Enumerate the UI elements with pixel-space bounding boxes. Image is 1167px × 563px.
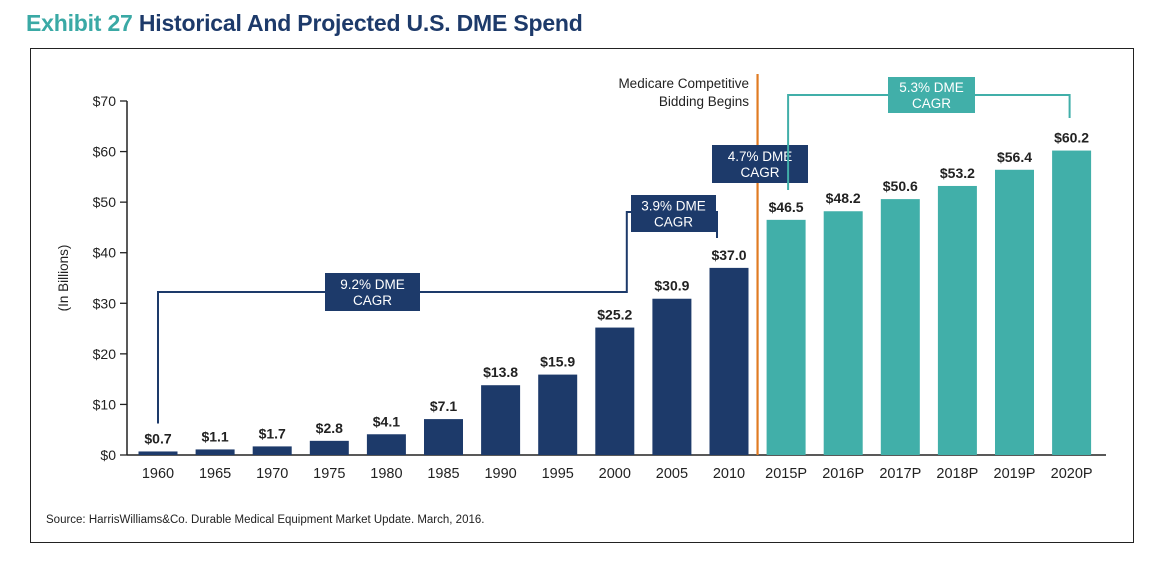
y-tick-label: $50 (93, 194, 117, 210)
x-tick-label: 1990 (484, 466, 516, 482)
y-tick-label: $30 (93, 295, 117, 311)
x-tick-label: 2016P (822, 466, 864, 482)
page-title: Exhibit 27 Historical And Projected U.S.… (26, 10, 583, 37)
bar-1995 (538, 374, 578, 455)
bar-value-label: $30.9 (654, 278, 689, 294)
exhibit-number: Exhibit 27 (26, 10, 133, 36)
x-tick-label: 1965 (199, 466, 231, 482)
bar-2015P (766, 219, 806, 455)
bar-2016P (823, 211, 863, 455)
bar-value-label: $1.7 (259, 425, 286, 441)
chart-frame (30, 48, 1134, 543)
source-note: Source: HarrisWilliams&Co. Durable Medic… (46, 514, 485, 526)
y-tick-label: $0 (100, 447, 116, 463)
bar-2018P (937, 185, 977, 455)
y-tick-label: $40 (93, 245, 117, 261)
x-tick-label: 2019P (994, 466, 1036, 482)
cagr-4-label-line1: 5.3% DME (899, 80, 964, 95)
bar-1990 (481, 385, 521, 455)
cagr-1-label-line2: CAGR (353, 293, 392, 308)
divider-label-line1: Medicare Competitive (618, 76, 749, 91)
bar-value-label: $46.5 (769, 199, 804, 215)
x-tick-label: 1985 (427, 466, 459, 482)
x-tick-label: 2005 (656, 466, 688, 482)
bar-2005 (652, 298, 692, 455)
bar-value-label: $53.2 (940, 165, 975, 181)
bar-value-label: $37.0 (711, 247, 746, 263)
cagr-2-label-line2: CAGR (654, 215, 693, 230)
x-tick-label: 1960 (142, 466, 174, 482)
x-tick-label: 1980 (370, 466, 402, 482)
cagr-2-box (631, 195, 716, 232)
bar-1985 (424, 419, 463, 455)
cagr-4-label-line2: CAGR (912, 96, 951, 111)
y-tick-label: $20 (93, 346, 117, 362)
y-axis-title: (In Billions) (56, 245, 71, 312)
bar-1965 (195, 449, 235, 455)
bar-value-label: $60.2 (1054, 130, 1089, 146)
cagr-2-label-line1: 3.9% DME (641, 199, 706, 214)
bar-2019P (995, 169, 1034, 455)
cagr-1-box (325, 273, 420, 311)
bar-value-label: $56.4 (997, 149, 1032, 165)
y-tick-label: $60 (93, 144, 117, 160)
bar-value-label: $0.7 (144, 430, 171, 446)
bar-value-label: $7.1 (430, 398, 457, 414)
x-tick-label: 1995 (542, 466, 574, 482)
bar-2010 (709, 267, 749, 455)
cagr-1-label-line1: 9.2% DME (340, 277, 405, 292)
divider-label-line2: Bidding Begins (659, 94, 749, 109)
bar-2020P (1052, 150, 1092, 455)
bar-2000 (595, 327, 635, 455)
cagr-4-box (888, 77, 975, 113)
exhibit-title: Historical And Projected U.S. DME Spend (138, 10, 583, 36)
y-tick-label: $70 (93, 93, 117, 109)
bar-value-label: $1.1 (201, 428, 228, 444)
x-tick-label: 1970 (256, 466, 288, 482)
y-tick-label: $10 (93, 396, 117, 412)
x-tick-label: 2020P (1051, 466, 1093, 482)
x-tick-label: 1975 (313, 466, 345, 482)
x-tick-label: 2010 (713, 466, 745, 482)
bar-value-label: $4.1 (373, 413, 400, 429)
x-tick-label: 2000 (599, 466, 631, 482)
bar-value-label: $13.8 (483, 364, 518, 380)
x-tick-label: 2017P (879, 466, 921, 482)
bar-1970 (252, 446, 292, 455)
bar-1960 (138, 451, 178, 455)
bar-value-label: $15.9 (540, 354, 575, 370)
bar-value-label: $2.8 (316, 420, 343, 436)
x-tick-label: 2015P (765, 466, 807, 482)
bar-2017P (880, 199, 920, 455)
cagr-3-label-line1: 4.7% DME (728, 149, 793, 164)
bar-value-label: $50.6 (883, 178, 918, 194)
bar-1975 (309, 440, 349, 455)
bar-1980 (366, 434, 406, 455)
bar-value-label: $25.2 (597, 307, 632, 323)
x-tick-label: 2018P (936, 466, 978, 482)
cagr-3-box (712, 145, 808, 183)
bar-value-label: $48.2 (826, 190, 861, 206)
cagr-3-label-line2: CAGR (740, 165, 779, 180)
